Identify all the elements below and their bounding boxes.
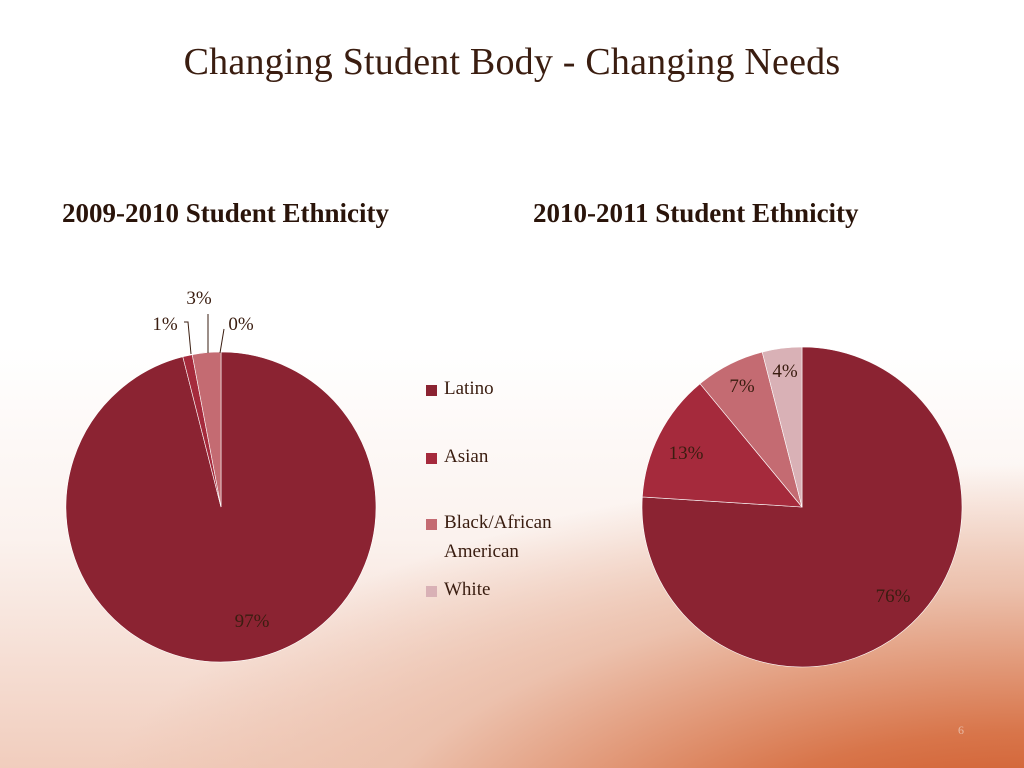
legend-swatch-black-african-american	[426, 519, 437, 530]
data-label-white: 0%	[228, 314, 254, 335]
page-number: 6	[958, 723, 964, 737]
legend-item-black-african-american: Black/African American	[426, 512, 586, 566]
slide-title: Changing Student Body - Changing Needs	[183, 41, 841, 83]
data-label-black-african-american: 3%	[186, 288, 212, 309]
leader-line-white	[219, 328, 225, 354]
pie-slice-asian	[642, 383, 803, 508]
legend-item-asian: Asian	[426, 446, 488, 471]
legend-label-black-african-american: Black/African American	[444, 512, 552, 562]
pie-chart-1: 76% 13% 7% 4%	[641, 346, 963, 668]
data-label-latino: 76%	[876, 586, 911, 607]
data-label-asian: 13%	[669, 443, 704, 464]
chart-title-2009-2010: 2009-2010 Student Ethnicity	[62, 198, 390, 228]
legend-label-asian: Asian	[444, 446, 489, 467]
data-label-asian: 1%	[152, 314, 178, 335]
pie-chart-0: 97% 1% 3% 0%	[65, 288, 377, 663]
legend-item-latino: Latino	[426, 378, 494, 403]
data-label-white: 4%	[772, 361, 798, 382]
chart-title-2010-2011: 2010-2011 Student Ethnicity	[533, 198, 859, 228]
legend-swatch-white	[426, 586, 437, 597]
legend-swatch-asian	[426, 453, 437, 464]
leader-line-asian	[184, 321, 192, 355]
legend-swatch-latino	[426, 385, 437, 396]
legend-item-white: White	[426, 579, 490, 604]
data-label-latino: 97%	[235, 611, 270, 632]
legend-label-latino: Latino	[444, 378, 494, 399]
data-label-black-african-american: 7%	[729, 376, 755, 397]
legend-label-white: White	[444, 579, 491, 600]
pie-slice-white	[761, 346, 803, 508]
pie-slice-black-african-american	[191, 351, 222, 508]
